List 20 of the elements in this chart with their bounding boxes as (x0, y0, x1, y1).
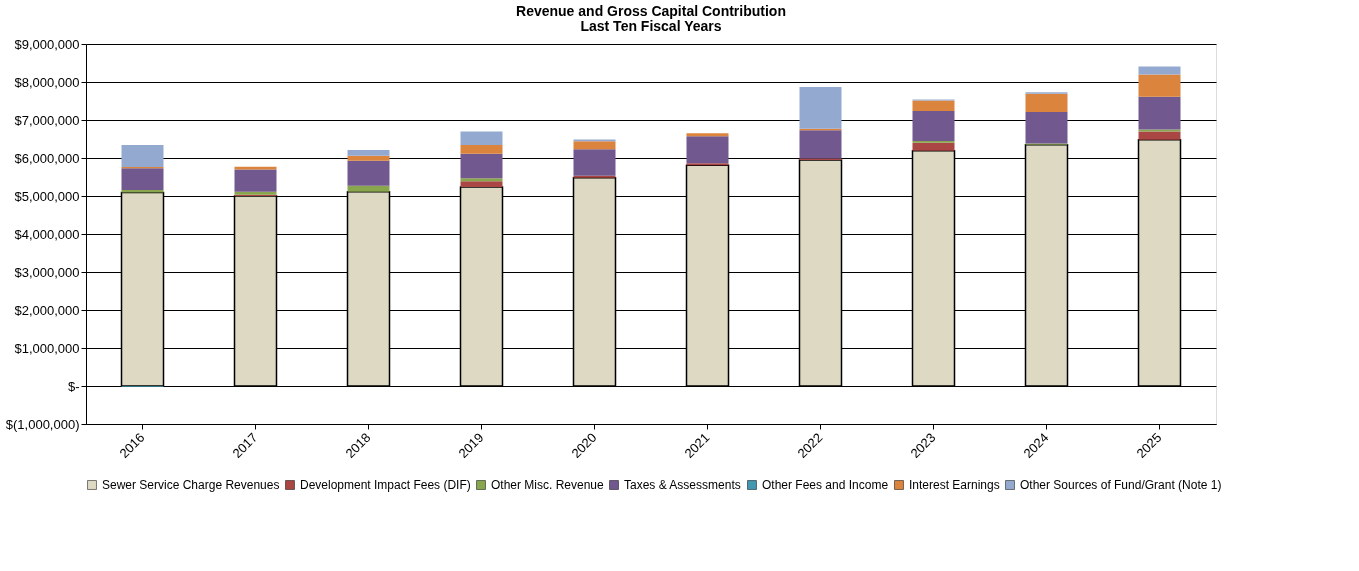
y-tick-label: $9,000,000 (14, 36, 80, 52)
legend-label: Taxes & Assessments (624, 478, 741, 492)
chart-subtitle: Last Ten Fiscal Years (580, 18, 722, 34)
y-tick-label: $7,000,000 (14, 112, 80, 128)
y-tick-label: $(1,000,000) (5, 416, 80, 432)
legend-label: Other Sources of Fund/Grant (Note 1) (1020, 478, 1222, 492)
y-tick-label: $3,000,000 (14, 264, 80, 280)
y-tick-label: $5,000,000 (14, 188, 80, 204)
y-tick-label: $4,000,000 (14, 226, 80, 242)
legend-label: Development Impact Fees (DIF) (300, 478, 471, 492)
y-tick-label: $6,000,000 (14, 150, 80, 166)
legend-label: Other Misc. Revenue (491, 478, 605, 492)
chart-title: Revenue and Gross Capital Contribution (516, 3, 786, 19)
legend-label: Sewer Service Charge Revenues (102, 478, 280, 492)
legend-label: Other Fees and Income (762, 478, 889, 492)
legend-label: Interest Earnings (909, 478, 1000, 492)
y-tick-label: $2,000,000 (14, 302, 80, 318)
y-tick-label: $1,000,000 (14, 340, 80, 356)
y-tick-label: $- (67, 378, 80, 394)
y-tick-label: $8,000,000 (14, 74, 80, 90)
